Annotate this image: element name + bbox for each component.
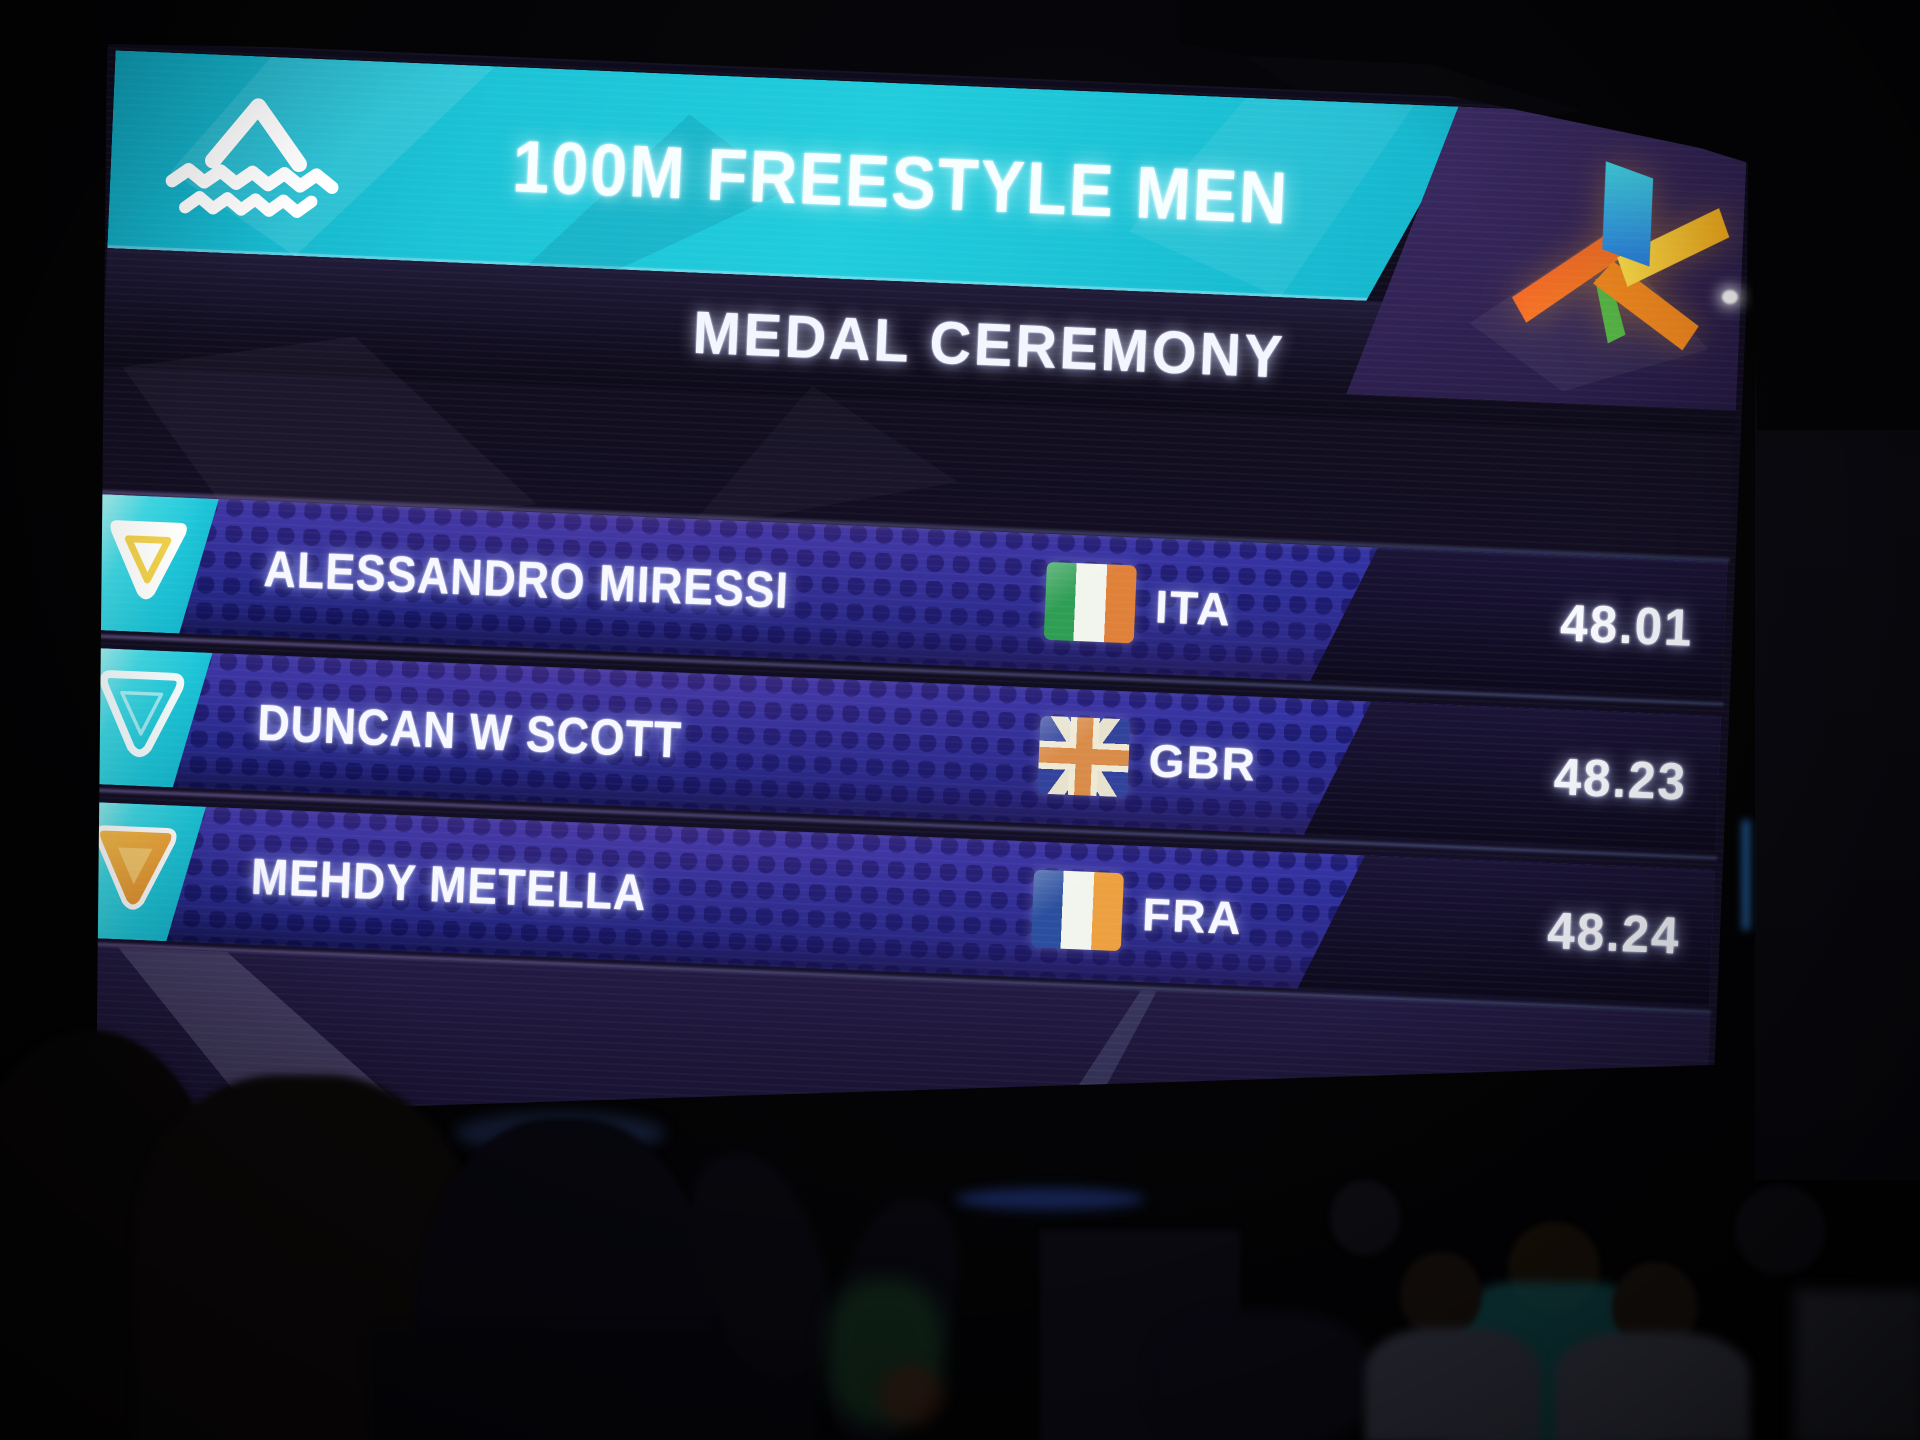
crowd-head (1400, 1252, 1482, 1338)
flag-italy (1043, 561, 1137, 644)
light-streak (950, 982, 1157, 1164)
bronze-medal-icon (96, 825, 177, 910)
multicolor-star-logo-icon (1497, 137, 1737, 386)
aquatics-logo-icon (148, 84, 364, 233)
athlete-name: MEHDY METELLA (249, 848, 648, 922)
athlete-name: DUNCAN W SCOTT (256, 694, 684, 769)
crowd-silhouette (1150, 1310, 1370, 1440)
blue-edge-glow (1742, 820, 1750, 930)
flag-france (1030, 869, 1124, 952)
time-cell: 48.01 (1310, 545, 1727, 698)
scoreboard-screen: 100M FREESTYLE MEN (96, 44, 1748, 1164)
country-code: FRA (1141, 888, 1244, 945)
athlete-name: ALESSANDRO MIRESSI (262, 540, 790, 620)
country-code: GBR (1147, 734, 1258, 791)
time-cell: 48.23 (1304, 699, 1721, 852)
silver-medal-icon (100, 670, 185, 758)
blue-floor-glow (955, 1188, 1145, 1210)
crowd-person (1795, 1290, 1920, 1440)
flag-great-britain (1037, 715, 1131, 798)
dim-red-glow (878, 1365, 943, 1425)
light-glint (1722, 290, 1738, 304)
result-time: 48.23 (1552, 748, 1688, 812)
crowd-person-white-shirt (1365, 1328, 1540, 1440)
crowd-person-white-shirt (1555, 1332, 1750, 1440)
crowd-head (1330, 1180, 1400, 1255)
country-code: ITA (1154, 580, 1233, 636)
time-cell: 48.24 (1297, 853, 1714, 1006)
result-time: 48.01 (1558, 594, 1695, 658)
result-time: 48.24 (1546, 902, 1682, 966)
crowd-head (1735, 1185, 1825, 1275)
gold-medal-icon (110, 520, 187, 600)
